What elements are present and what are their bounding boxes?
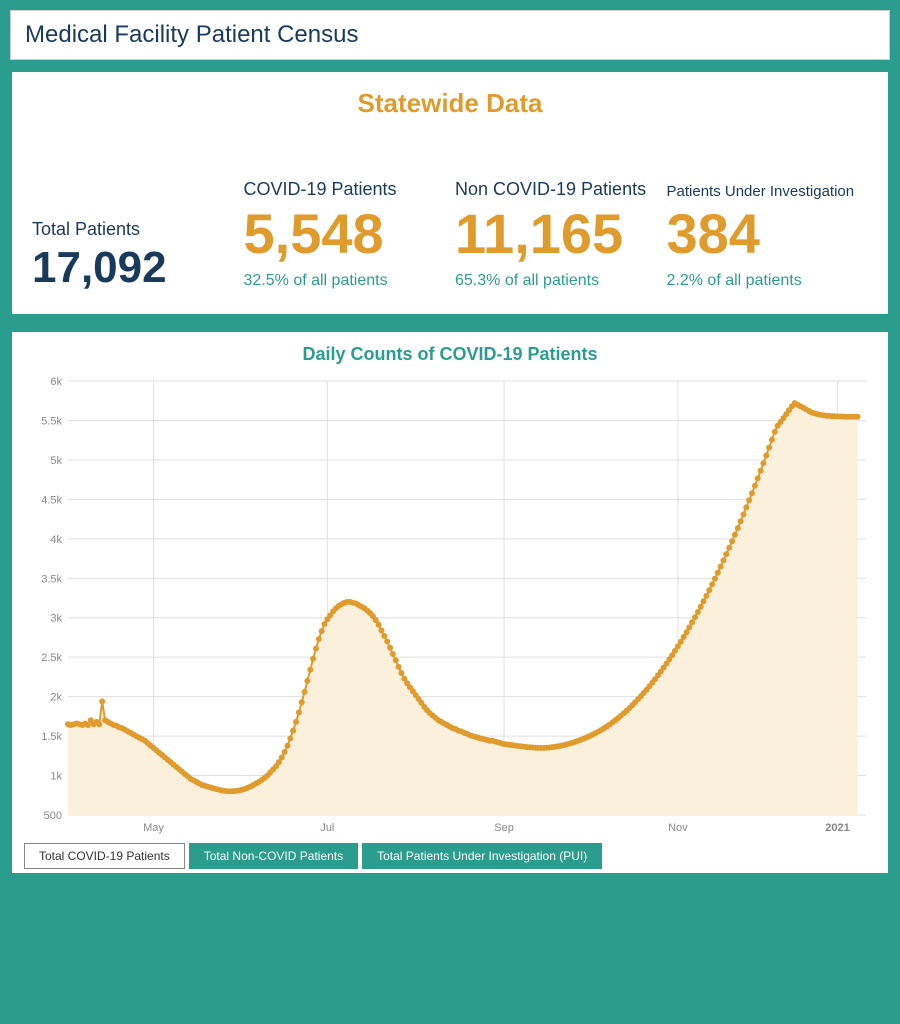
tab-0[interactable]: Total COVID-19 Patients [24, 843, 185, 869]
svg-text:5.5k: 5.5k [41, 415, 62, 427]
stat-covid-label: COVID-19 Patients [244, 179, 446, 200]
stat-noncovid: Non COVID-19 Patients 11,165 65.3% of al… [455, 179, 657, 290]
stat-total: Total Patients 17,092 [32, 219, 234, 290]
daily-counts-chart: 500 1k 1.5k 2k 2.5k 3k 3.5k 4k 4.5k 5k 5.5k 6k May Ju… [20, 373, 880, 843]
svg-text:6k: 6k [50, 376, 62, 388]
svg-text:3k: 3k [50, 613, 62, 625]
svg-text:2k: 2k [50, 692, 62, 704]
stats-row: Total Patients 17,092 COVID-19 Patients … [32, 179, 868, 290]
stat-pui-sub: 2.2% of all patients [667, 272, 869, 290]
stat-pui-value: 384 [667, 206, 869, 262]
tab-2[interactable]: Total Patients Under Investigation (PUI) [362, 843, 602, 869]
svg-text:Nov: Nov [668, 822, 688, 834]
stat-covid-value: 5,548 [244, 206, 446, 262]
header-bar: Medical Facility Patient Census [10, 10, 890, 60]
svg-text:3.5k: 3.5k [41, 573, 62, 585]
svg-text:5k: 5k [50, 455, 62, 467]
stats-panel-title: Statewide Data [32, 88, 868, 119]
svg-text:Sep: Sep [494, 822, 514, 834]
svg-text:2021: 2021 [825, 822, 849, 834]
stat-pui: Patients Under Investigation 384 2.2% of… [667, 183, 869, 290]
svg-text:May: May [143, 822, 164, 834]
chart-title: Daily Counts of COVID-19 Patients [20, 344, 880, 365]
stat-noncovid-label: Non COVID-19 Patients [455, 179, 657, 200]
stat-total-value: 17,092 [32, 246, 234, 290]
stats-panel: Statewide Data Total Patients 17,092 COV… [10, 70, 890, 316]
tab-1[interactable]: Total Non-COVID Patients [189, 843, 358, 869]
stat-pui-label: Patients Under Investigation [667, 183, 869, 200]
svg-text:Jul: Jul [320, 822, 334, 834]
svg-text:1k: 1k [50, 771, 62, 783]
stat-noncovid-value: 11,165 [455, 206, 657, 262]
chart-tabs: Total COVID-19 PatientsTotal Non-COVID P… [20, 843, 880, 873]
stat-noncovid-sub: 65.3% of all patients [455, 272, 657, 290]
svg-text:500: 500 [44, 810, 62, 822]
chart-panel: Daily Counts of COVID-19 Patients 500 1k 1… [10, 330, 890, 875]
svg-text:2.5k: 2.5k [41, 652, 62, 664]
svg-text:4k: 4k [50, 534, 62, 546]
stat-covid: COVID-19 Patients 5,548 32.5% of all pat… [244, 179, 446, 290]
stat-covid-sub: 32.5% of all patients [244, 272, 446, 290]
svg-text:4.5k: 4.5k [41, 494, 62, 506]
stat-total-label: Total Patients [32, 219, 234, 240]
page-title: Medical Facility Patient Census [25, 21, 875, 49]
svg-text:1.5k: 1.5k [41, 731, 62, 743]
